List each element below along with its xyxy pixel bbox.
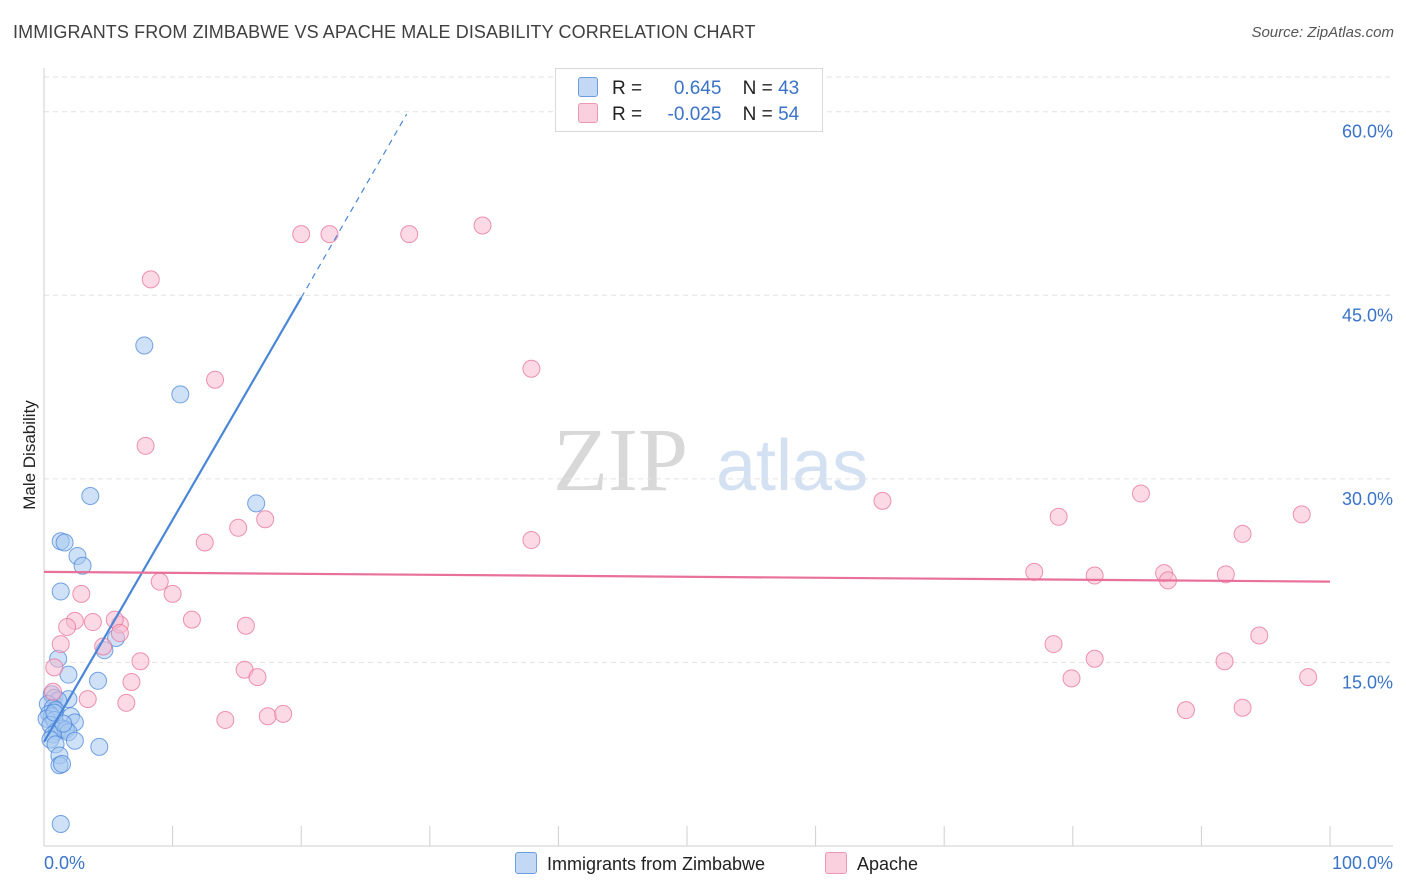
point-apache-10 — [256, 510, 275, 529]
point-apache-18 — [1085, 566, 1104, 585]
point-apache-33 — [51, 635, 70, 654]
point-zimbabwe-8 — [51, 582, 70, 601]
correlation-legend: R = 0.645 N = 43 R = -0.025 N = 54 — [555, 68, 823, 132]
legend-row-zimbabwe: R = 0.645 N = 43 — [578, 77, 799, 101]
point-zimbabwe-34 — [65, 731, 84, 750]
point-apache-22 — [150, 572, 169, 591]
point-apache-26 — [58, 617, 77, 636]
point-zimbabwe-7 — [73, 556, 92, 575]
point-apache-8 — [229, 518, 248, 537]
point-apache-9 — [195, 533, 214, 552]
legend-swatch-zimbabwe — [578, 77, 598, 97]
point-apache-15 — [1233, 524, 1252, 543]
point-zimbabwe-5 — [55, 533, 74, 552]
point-apache-45 — [1299, 668, 1318, 687]
point-apache-17 — [1025, 562, 1044, 581]
point-apache-0 — [141, 270, 160, 289]
point-apache-7 — [136, 436, 155, 455]
legend-swatch-apache — [578, 103, 598, 123]
point-zimbabwe-1 — [171, 385, 190, 404]
point-zimbabwe-36 — [90, 737, 109, 756]
point-apache-36 — [45, 658, 64, 677]
point-apache-52 — [1176, 701, 1195, 720]
legend-r-value-apache: -0.025 — [667, 104, 722, 125]
point-apache-44 — [1215, 652, 1234, 671]
legend-r-label: R = — [612, 104, 643, 125]
legend-r-label: R = — [612, 78, 643, 99]
point-apache-32 — [110, 624, 129, 643]
point-zimbabwe-2 — [81, 486, 100, 505]
point-apache-50 — [258, 707, 277, 726]
bottom-legend-label-apache: Apache — [857, 854, 919, 874]
point-apache-42 — [1085, 649, 1104, 668]
point-apache-27 — [83, 613, 102, 632]
point-apache-2 — [320, 225, 339, 244]
bottom-legend-zimbabwe: Immigrants from Zimbabwe — [515, 852, 765, 875]
y-tick-label-15: 15.0% — [1342, 672, 1393, 692]
bottom-legend-swatch-zimbabwe — [515, 852, 537, 874]
point-apache-47 — [78, 690, 97, 709]
point-apache-16 — [1292, 505, 1311, 524]
x-tick-label-max: 100.0% — [1332, 853, 1393, 873]
point-apache-23 — [163, 584, 182, 603]
point-apache-13 — [1049, 507, 1068, 526]
point-apache-21 — [1216, 565, 1235, 584]
bottom-legend-label-zimbabwe: Immigrants from Zimbabwe — [547, 854, 766, 874]
y-axis-tick-labels: 15.0% 30.0% 45.0% 60.0% — [1342, 122, 1393, 693]
point-apache-11 — [522, 531, 541, 550]
point-apache-14 — [1131, 484, 1150, 503]
x-tick-label-min: 0.0% — [44, 853, 85, 873]
watermark-zip: ZIP — [553, 411, 688, 510]
watermark-atlas: atlas — [716, 426, 868, 506]
point-apache-1 — [292, 225, 311, 244]
gridlines — [44, 76, 1393, 663]
point-apache-41 — [1062, 669, 1081, 688]
point-apache-46 — [44, 682, 63, 701]
trend-line-apache — [43, 570, 1331, 583]
bottom-legend-apache: Apache — [825, 852, 918, 875]
point-apache-39 — [122, 673, 141, 692]
point-apache-48 — [117, 693, 136, 712]
point-zimbabwe-13 — [89, 671, 108, 690]
watermark: ZIP atlas — [553, 411, 868, 510]
point-apache-53 — [1233, 698, 1252, 717]
legend-n-label: N = — [742, 104, 773, 125]
legend-n-value-apache: 54 — [778, 104, 800, 125]
point-apache-3 — [400, 225, 419, 244]
point-zimbabwe-0 — [135, 336, 154, 355]
trend-lines — [43, 113, 1331, 743]
trend-line-zimbabwe — [43, 297, 303, 743]
y-tick-label-60: 60.0% — [1342, 122, 1393, 142]
source-credit: Source: ZipAtlas.com — [1251, 24, 1394, 41]
point-zimbabwe-12 — [59, 665, 78, 684]
bottom-legend-swatch-apache — [825, 852, 847, 874]
point-apache-49 — [216, 710, 235, 729]
chart-title: IMMIGRANTS FROM ZIMBABWE VS APACHE MALE … — [13, 22, 756, 42]
point-zimbabwe-40 — [51, 814, 70, 833]
point-apache-35 — [131, 652, 150, 671]
point-apache-30 — [236, 616, 255, 635]
point-zimbabwe-39 — [53, 755, 72, 774]
trend-extension-zimbabwe — [300, 113, 408, 299]
data-points — [37, 216, 1318, 833]
point-apache-12 — [873, 491, 892, 510]
legend-n-value-zimbabwe: 43 — [778, 78, 800, 99]
legend-n-label: N = — [742, 78, 773, 99]
point-apache-29 — [182, 610, 201, 629]
y-tick-label-45: 45.0% — [1342, 305, 1393, 325]
point-apache-6 — [522, 359, 541, 378]
point-apache-43 — [1250, 626, 1269, 645]
point-apache-4 — [473, 216, 492, 235]
point-apache-38 — [248, 668, 267, 687]
point-zimbabwe-3 — [247, 494, 266, 513]
legend-row-apache: R = -0.025 N = 54 — [578, 103, 799, 127]
point-apache-24 — [72, 584, 91, 603]
point-apache-51 — [274, 704, 293, 723]
point-apache-40 — [1044, 635, 1063, 654]
point-apache-5 — [206, 370, 225, 389]
legend-r-value-zimbabwe: 0.645 — [673, 78, 722, 99]
y-tick-label-30: 30.0% — [1342, 489, 1393, 509]
x-axis-ticks — [172, 826, 1331, 846]
